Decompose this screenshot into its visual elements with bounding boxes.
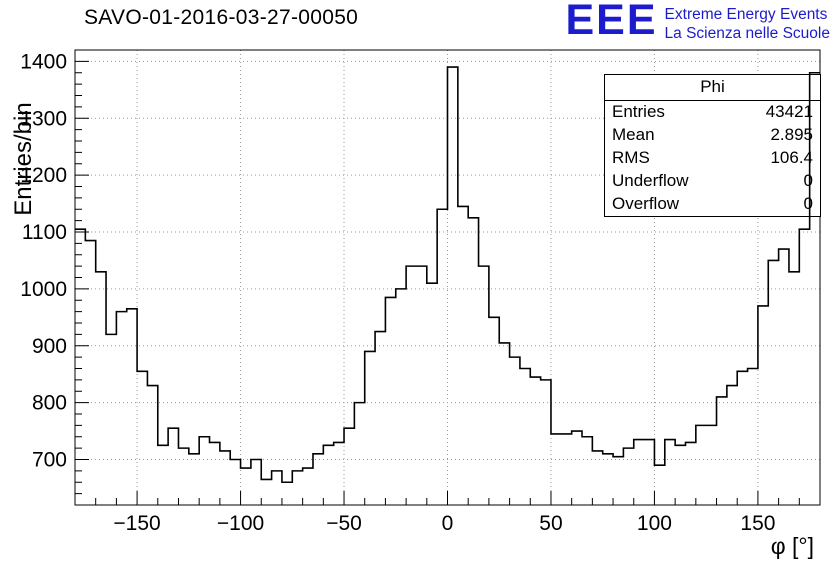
x-tick-label: −50 <box>326 512 362 535</box>
eee-logo-subtitle: Extreme Energy Events La Scienza nelle S… <box>665 5 830 44</box>
stats-value: 2.895 <box>770 125 813 144</box>
stats-row-rms: RMS 106.4 <box>605 147 820 170</box>
eee-logo-text: EEE <box>565 0 658 44</box>
eee-logo-line2: La Scienza nelle Scuole <box>664 25 830 43</box>
y-tick-label: 1200 <box>20 164 67 187</box>
stats-value: 0 <box>803 171 813 190</box>
stats-label: Underflow <box>612 171 689 190</box>
x-tick-label: 0 <box>442 512 454 535</box>
stats-row-entries: Entries 43421 <box>605 101 820 124</box>
y-tick-label: 900 <box>32 335 67 358</box>
x-tick-label: −150 <box>113 512 160 535</box>
y-tick-label: 1000 <box>20 278 67 301</box>
tick-labels: −150 −100 −50 0 50 100 150 700 800 900 1000 1100 120… <box>20 50 775 535</box>
x-axis-title: φ [°] <box>770 533 814 559</box>
y-tick-label: 1100 <box>22 221 67 244</box>
stats-box: Phi Entries 43421 Mean 2.895 RMS 106.4 U… <box>604 74 821 217</box>
stats-label: Overflow <box>612 194 680 213</box>
x-tick-label: 100 <box>637 512 672 535</box>
stats-label: Entries <box>612 102 665 121</box>
stats-value: 43421 <box>765 102 813 121</box>
y-axis-title: Entries/bin <box>10 102 37 216</box>
stats-title: Phi <box>605 75 820 101</box>
x-tick-label: 150 <box>740 512 775 535</box>
stats-row-underflow: Underflow 0 <box>605 170 820 193</box>
x-tick-label: 50 <box>539 512 562 535</box>
y-tick-label: 800 <box>32 392 67 415</box>
stats-value: 106.4 <box>770 148 813 167</box>
y-tick-label: 700 <box>32 449 67 472</box>
eee-logo: EEE Extreme Energy Events La Scienza nel… <box>565 0 831 44</box>
stats-value: 0 <box>803 194 813 213</box>
y-tick-label: 1300 <box>20 107 67 130</box>
stats-row-overflow: Overflow 0 <box>605 193 820 216</box>
stats-row-mean: Mean 2.895 <box>605 124 820 147</box>
stats-label: Mean <box>612 125 655 144</box>
eee-logo-line1: Extreme Energy Events <box>664 6 828 23</box>
y-tick-label: 1400 <box>20 50 67 73</box>
plot-title: SAVO-01-2016-03-27-00050 <box>84 6 359 29</box>
x-tick-label: −100 <box>217 512 264 535</box>
stats-label: RMS <box>612 148 650 167</box>
